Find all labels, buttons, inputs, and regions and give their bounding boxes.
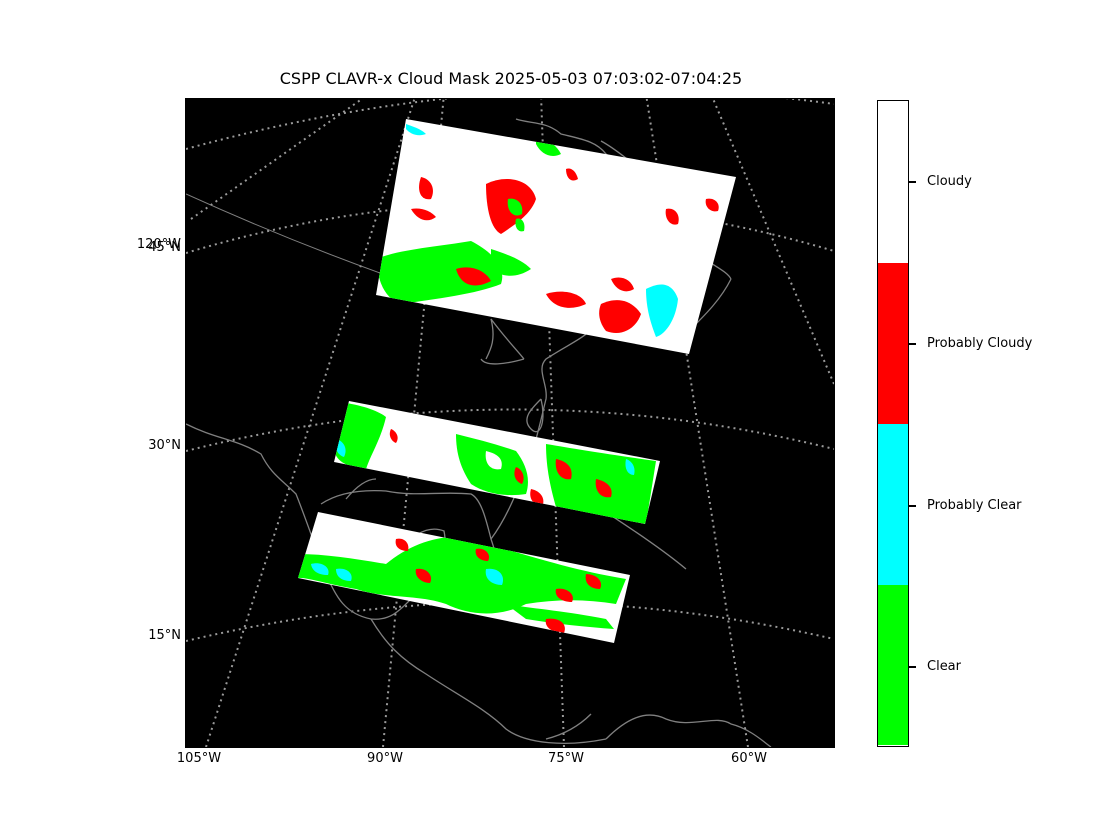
state-boundary-line [186, 193, 412, 285]
lat-label-30n: 30°N [148, 438, 181, 453]
lon-label-105w: 105°W [176, 751, 222, 766]
colorbar-label-cloudy: Cloudy [927, 174, 972, 189]
map-canvas [186, 99, 834, 747]
lon-label-60w: 60°W [731, 751, 767, 766]
colorbar-segment-probably-clear [878, 424, 908, 585]
colorbar-label-probably-cloudy: Probably Cloudy [927, 336, 1033, 351]
lat-label-15n: 15°N [148, 628, 181, 643]
lon-label-120w: 120°W [136, 237, 181, 252]
northern-swath [376, 119, 736, 354]
middle-swath [334, 401, 660, 524]
colorbar-segment-cloudy [878, 101, 908, 263]
colorbar-tick [909, 343, 916, 345]
lat-label-45n: 45°N [148, 240, 181, 255]
colorbar-tick [909, 181, 916, 183]
colorbar-label-clear: Clear [927, 659, 961, 674]
colorbar-segment-probably-cloudy [878, 263, 908, 424]
colorbar-segment-clear [878, 585, 908, 745]
lon-label-90w: 90°W [367, 751, 403, 766]
colorbar-label-probably-clear: Probably Clear [927, 498, 1022, 513]
colorbar [877, 100, 909, 747]
southern-swath [298, 512, 630, 643]
colorbar-tick [909, 666, 916, 668]
plot-title: CSPP CLAVR-x Cloud Mask 2025-05-03 07:03… [279, 69, 743, 88]
map-panel [185, 98, 835, 748]
lon-label-75w: 75°W [548, 751, 584, 766]
colorbar-tick [909, 505, 916, 507]
